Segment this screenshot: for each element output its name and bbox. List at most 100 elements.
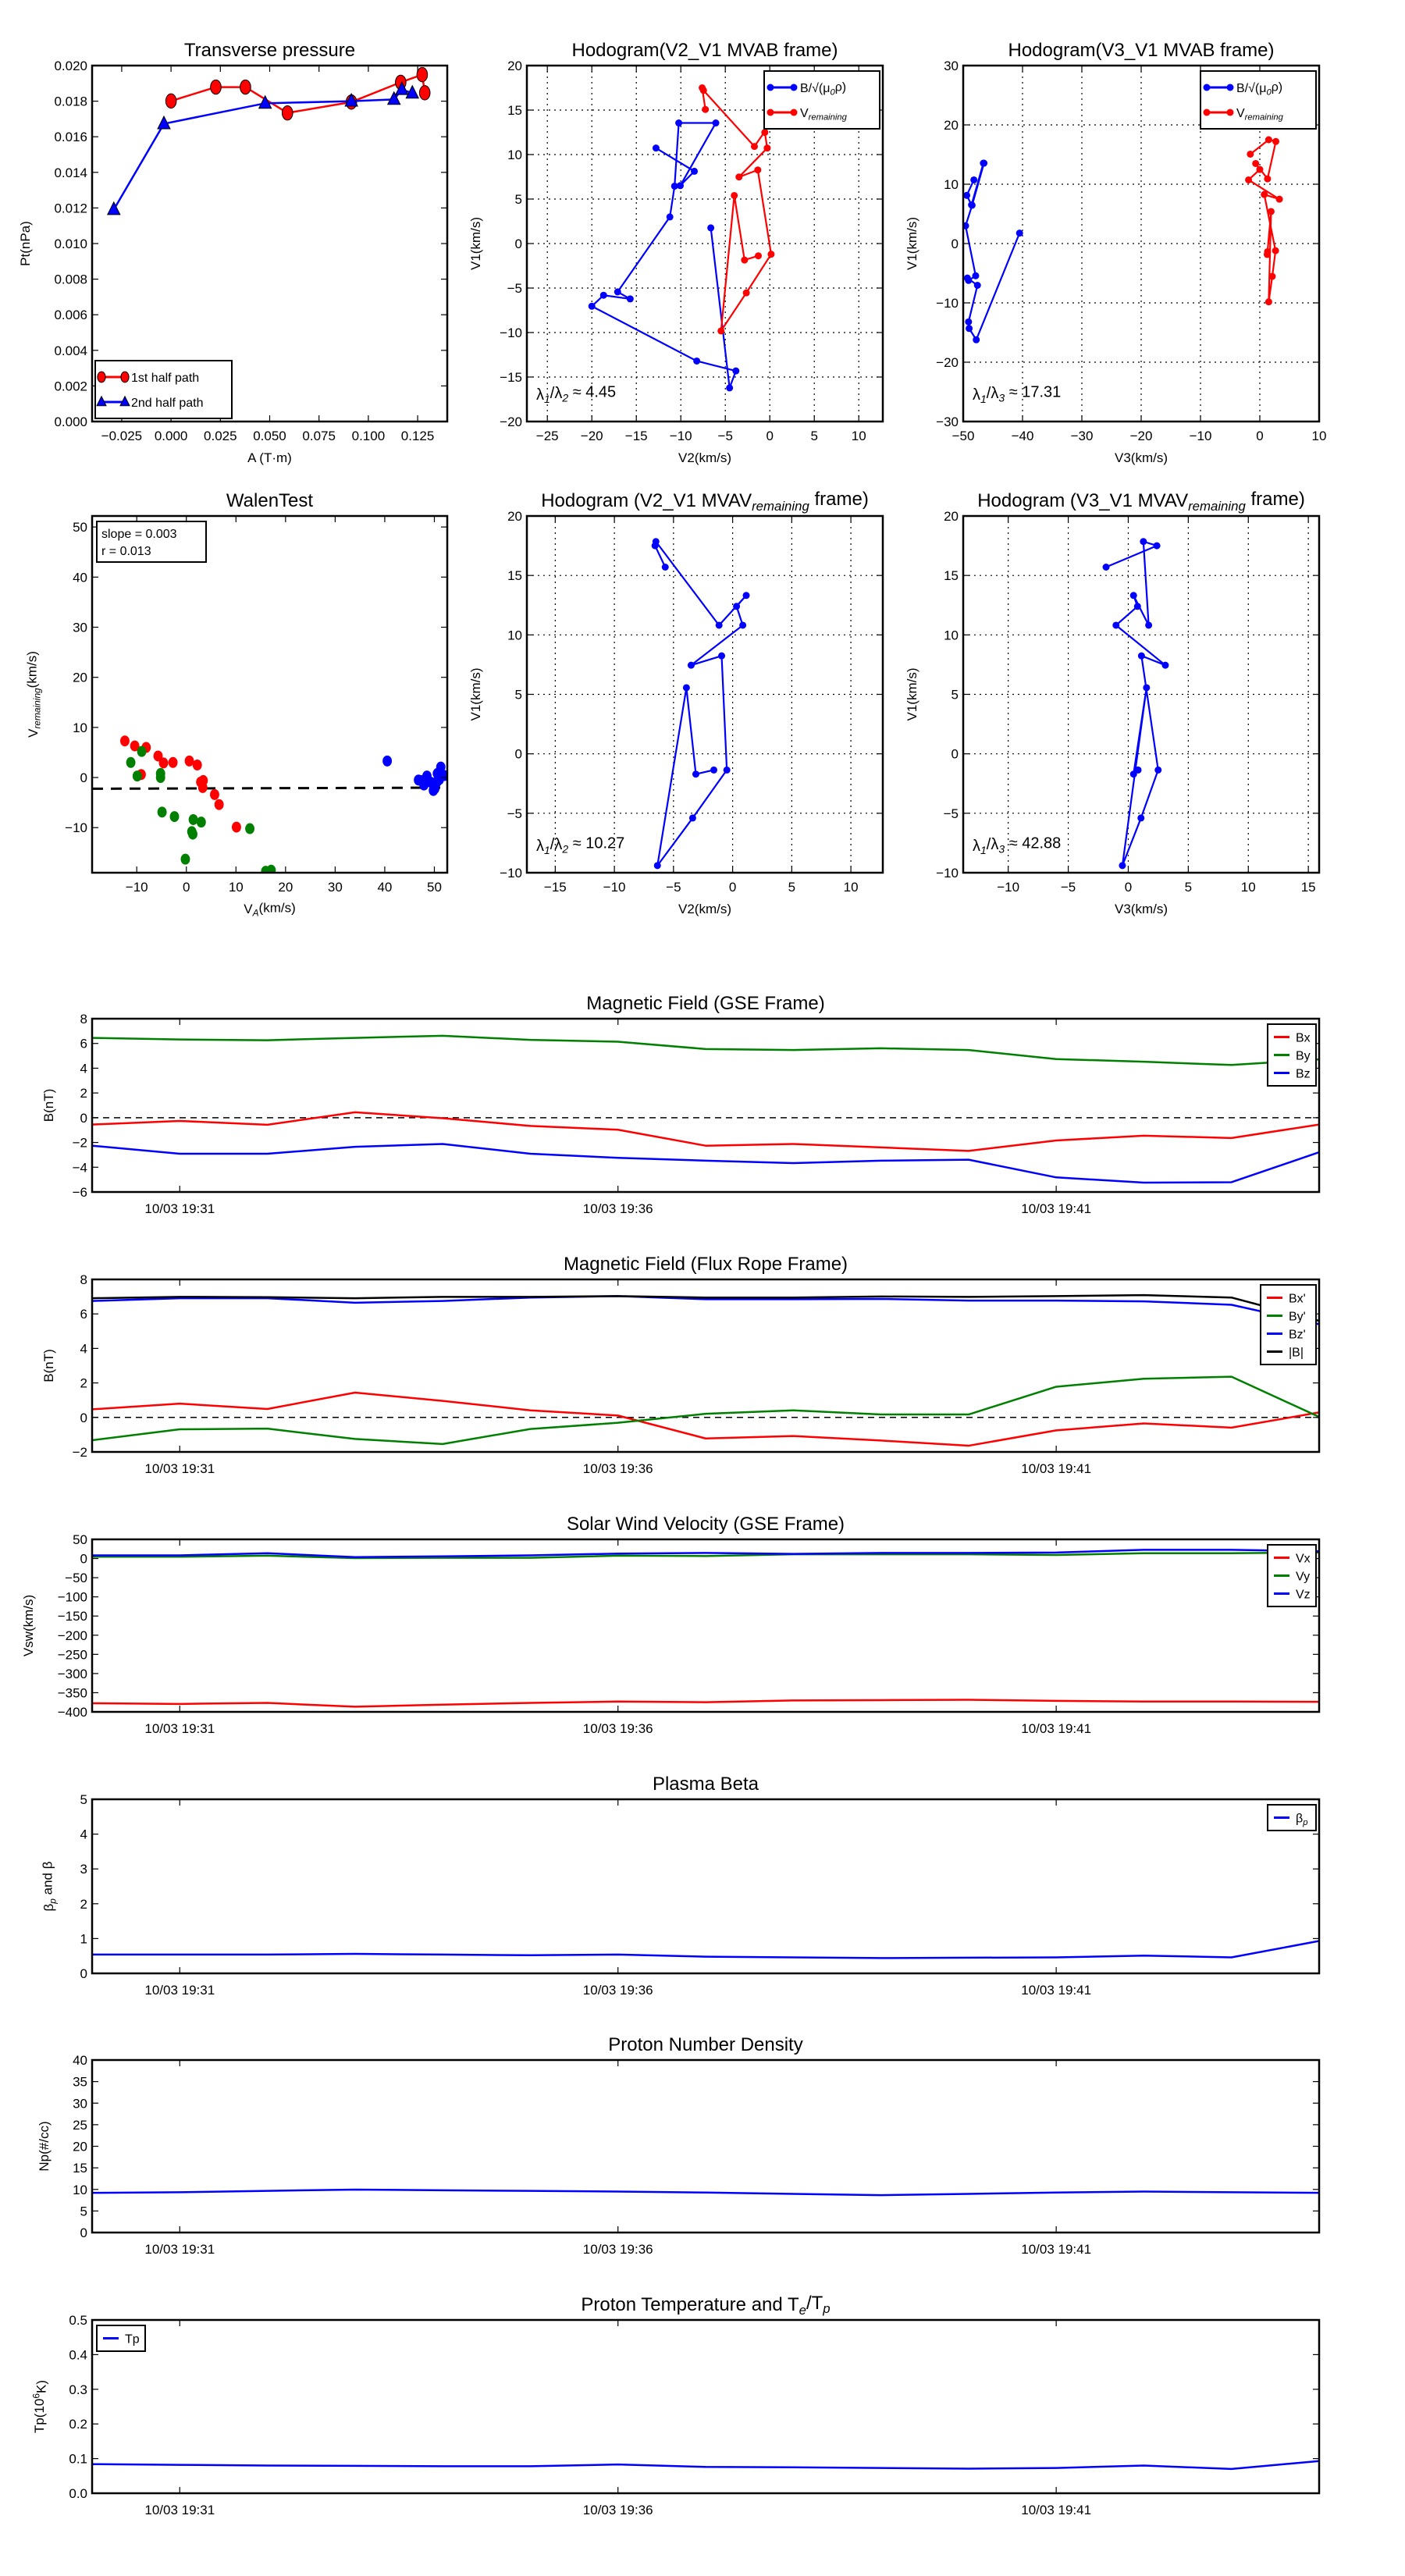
legend-label: B/√(μ0ρ) [800, 81, 846, 98]
data-point [214, 799, 224, 810]
series-3 [92, 1293, 1319, 1322]
plot-area [963, 516, 1319, 873]
y-tick-label: 10 [944, 177, 959, 192]
y-tick-label: 10 [944, 628, 959, 642]
legend-entry: Vremaining [767, 107, 848, 122]
fit-stats-line: slope = 0.003 [101, 528, 177, 541]
y-tick-label: −300 [58, 1667, 87, 1681]
data-point [180, 853, 190, 865]
y-tick-label: −5 [507, 281, 522, 296]
y-tick-label: 0.006 [54, 308, 87, 322]
y-tick-label: 5 [515, 688, 522, 703]
data-point [677, 182, 685, 190]
x-tick-label: 40 [377, 880, 392, 895]
legend-label: Vz [1296, 1589, 1311, 1602]
y-tick-label: −30 [936, 415, 959, 429]
x-tick-label: 10/03 19:41 [1021, 2242, 1091, 2257]
y-tick-label: 20 [507, 59, 522, 73]
x-tick-label: 0 [183, 880, 190, 895]
x-tick-label: 0.050 [253, 429, 286, 443]
eigenvalue-ratio-note: λ1/λ2 ≈ 10.27 [536, 834, 624, 856]
series-0 [963, 159, 1023, 343]
data-point [266, 864, 276, 873]
legend-label: Bz' [1289, 1329, 1306, 1342]
data-point [184, 755, 194, 767]
data-point [1119, 862, 1126, 870]
data-point [106, 201, 121, 215]
series-0 [651, 538, 750, 870]
legend: 1st half path 2nd half path [94, 360, 233, 419]
x-tick-label: 10/03 19:31 [144, 1983, 215, 1998]
y-tick-label: 0.1 [69, 2452, 87, 2467]
series-2 [92, 1295, 1319, 1325]
data-point [1145, 621, 1153, 629]
data-point [1267, 208, 1275, 215]
y-tick-label: 0.020 [54, 59, 87, 73]
data-point [1272, 247, 1279, 254]
legend-marker [97, 371, 106, 383]
data-point [281, 105, 293, 121]
y-tick-label: 0 [951, 237, 959, 251]
series-1 [106, 81, 420, 215]
axes-frame [525, 514, 884, 874]
y-tick-label: −20 [500, 415, 522, 429]
legend-marker [790, 84, 798, 91]
axes-frame [91, 1017, 1321, 1194]
data-point [210, 788, 219, 800]
data-point [1102, 564, 1110, 571]
data-point [754, 166, 762, 174]
x-tick-label: 10/03 19:31 [144, 2503, 215, 2517]
plot-area [92, 1293, 1319, 1447]
y-tick-label: −15 [500, 370, 522, 385]
y-axis-label: βp and β [40, 1861, 58, 1911]
y-tick-label: 10 [73, 2183, 87, 2197]
y-tick-label: 0 [515, 747, 522, 762]
y-axis-label: V1(km/s) [905, 217, 919, 270]
series-1 [92, 1551, 1319, 1560]
y-tick-label: 0.010 [54, 237, 87, 251]
y-tick-label: 30 [73, 620, 87, 635]
y-tick-label: 2 [80, 1086, 87, 1101]
data-point [675, 119, 683, 127]
transverse-pressure-chart: −0.025 0.000 0.025 0.050 0.075 0.100 0.125 0.00… [18, 40, 449, 465]
x-tick-label: 30 [328, 880, 343, 895]
data-point [682, 684, 690, 692]
x-tick-label: 5 [788, 880, 795, 895]
series-line [92, 1111, 1319, 1152]
x-tick-label: −40 [1012, 429, 1034, 443]
y-tick-label: 0.004 [54, 343, 87, 358]
data-point [1264, 247, 1272, 255]
x-tick-label: −5 [1061, 880, 1076, 895]
y-tick-label: 4 [80, 1061, 87, 1076]
data-point [973, 282, 981, 290]
legend: B/√(μ0ρ) Vremaining [763, 70, 880, 130]
y-tick-label: 0.3 [69, 2382, 87, 2397]
x-tick-label: −25 [536, 429, 559, 443]
magnetic-field-flux-rope-chart: 10/03 19:31 10/03 19:36 10/03 19:41 −2 0 2 4 6 8… [41, 1254, 1321, 1476]
y-tick-label: 40 [73, 570, 87, 585]
data-point [1140, 538, 1147, 546]
legend-marker [120, 371, 130, 383]
hodogram-v2-v1-mvab-chart: −25 −20 −15 −10 −5 0 5 10 −20 −15 −10 −5 0 5 10 15 20 Hod… [468, 40, 884, 465]
y-tick-label: −5 [944, 806, 959, 821]
data-point [691, 167, 699, 175]
data-point [1268, 272, 1276, 280]
data-point [761, 129, 769, 137]
legend-label: B/√(μ0ρ) [1236, 81, 1282, 98]
data-point [436, 761, 446, 773]
data-point [130, 740, 140, 752]
legend-marker [1203, 109, 1211, 116]
chart-title: Proton Number Density [608, 2034, 802, 2055]
plot-area [92, 1034, 1319, 1184]
data-point [718, 652, 726, 660]
data-point [416, 774, 426, 786]
y-tick-label: −2 [73, 1445, 87, 1460]
y-tick-label: −10 [936, 296, 959, 311]
x-tick-label: 10/03 19:36 [583, 1721, 653, 1736]
data-point [735, 173, 743, 181]
y-tick-label: 20 [944, 118, 959, 133]
eigenvalue-ratio-note: λ1/λ3 ≈ 42.88 [973, 834, 1061, 856]
x-tick-label: 10/03 19:31 [144, 1201, 215, 1216]
series-line [701, 87, 773, 333]
legend-entry: Bz [1274, 1068, 1311, 1081]
